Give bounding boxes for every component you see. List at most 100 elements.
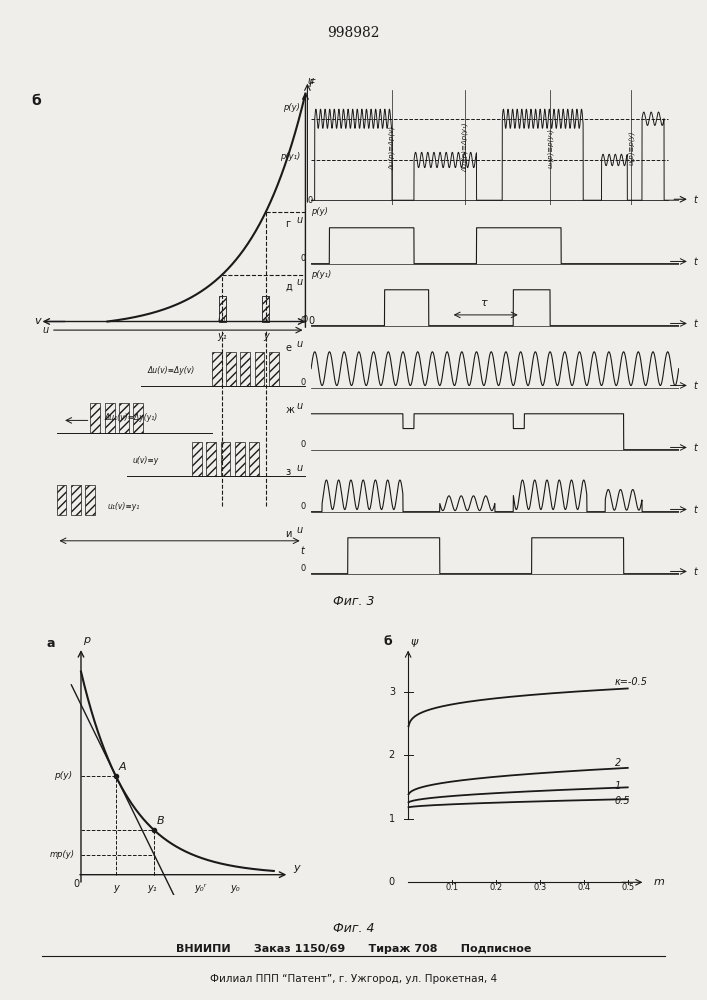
Text: 0: 0 [308,316,315,326]
Text: y₁: y₁ [148,883,157,893]
Text: 0.2: 0.2 [489,883,503,892]
Text: 2: 2 [614,758,621,768]
Text: τ: τ [481,298,487,308]
Text: u: u [296,525,303,535]
Bar [240,352,250,386]
Bar [71,485,81,515]
Text: κ=-0.5: κ=-0.5 [614,677,648,687]
Bar [249,442,259,476]
Text: б: б [384,635,392,648]
Text: p(y): p(y) [284,103,300,112]
Bar [206,442,216,476]
Text: Фиг. 3: Фиг. 3 [333,595,374,608]
Text: y: y [263,331,269,341]
Text: y₀: y₀ [230,883,240,893]
Text: t: t [694,319,697,329]
Bar [218,296,226,322]
Text: F: F [308,79,315,89]
Text: 1: 1 [614,781,621,791]
Bar [262,296,269,322]
Text: и: и [286,529,292,539]
Bar [57,485,66,515]
Text: 2: 2 [389,750,395,760]
Text: 3: 3 [389,687,395,697]
Text: 0: 0 [303,314,308,324]
Bar [133,403,143,433]
Bar [255,352,264,386]
Text: 0: 0 [389,877,395,887]
Text: u: u [296,215,303,225]
Text: u₁: u₁ [218,314,226,324]
Text: t: t [694,443,697,453]
Text: 0: 0 [300,440,305,449]
Text: 0: 0 [300,378,305,387]
Text: v: v [34,316,40,326]
Text: u: u [42,325,49,335]
Text: A: A [119,762,127,772]
Text: 0: 0 [74,879,79,889]
Text: Филиал ППП “Патент”, г. Ужгород, ул. Прокетная, 4: Филиал ППП “Патент”, г. Ужгород, ул. Про… [210,974,497,984]
Bar [90,403,100,433]
Text: u: u [296,401,303,411]
Text: 0: 0 [300,564,305,573]
Text: u: u [296,339,303,349]
Text: B: B [157,816,165,826]
Text: p(y): p(y) [54,771,72,780]
Text: y₁: y₁ [218,331,227,341]
Bar [235,442,245,476]
Text: а: а [46,637,54,650]
Text: p(y₁): p(y₁) [280,152,300,161]
Text: mp(y): mp(y) [50,850,75,859]
Text: u(v)≡y: u(v)≡y [133,456,159,465]
Text: y₀ʳ: y₀ʳ [194,883,206,893]
Text: t: t [694,505,697,515]
Text: 0: 0 [300,316,305,325]
Text: г: г [286,219,291,229]
Text: 0: 0 [300,502,305,511]
Text: д: д [286,281,292,291]
Text: t: t [694,195,697,205]
Text: 0.1: 0.1 [445,883,459,892]
Bar [226,352,236,386]
Text: ψ: ψ [410,637,418,647]
Text: Δu(p)≡Δp(v): Δu(p)≡Δp(v) [389,125,395,169]
Text: 0: 0 [308,196,312,205]
Text: Δu₁(v)≡Δy(y₁): Δu₁(v)≡Δy(y₁) [105,413,158,422]
Text: ж: ж [286,405,294,415]
Text: u: u [296,463,303,473]
Text: з: з [286,467,291,477]
Text: u: u [308,76,313,86]
Text: m: m [654,877,665,887]
Text: u: u [263,314,269,324]
Text: t: t [300,546,305,556]
Text: t: t [694,381,697,391]
Text: 0: 0 [300,254,305,263]
Bar [105,403,115,433]
Text: е: е [286,343,291,353]
Text: Δu(v)≡Δy(v): Δu(v)≡Δy(v) [147,366,194,375]
Bar [212,352,222,386]
Text: б: б [31,94,41,108]
Text: p(y₁): p(y₁) [311,270,332,279]
Text: u: u [296,277,303,287]
Text: ВНИИПИ      Заказ 1150/69      Тираж 708      Подписное: ВНИИПИ Заказ 1150/69 Тираж 708 Подписное [176,944,531,954]
Bar [221,442,230,476]
Text: u(p)≡p(y): u(p)≡p(y) [628,130,634,165]
Bar [119,403,129,433]
Text: y: y [113,883,119,893]
Bar [192,442,202,476]
Text: u₁(v)≡y₁: u₁(v)≡y₁ [107,502,140,511]
Text: t: t [694,567,697,577]
Text: p(y): p(y) [311,207,328,216]
Text: t: t [694,257,697,267]
Text: 0.5: 0.5 [621,883,634,892]
Text: 0.3: 0.3 [533,883,547,892]
Text: 998982: 998982 [327,26,380,40]
Text: 0.5: 0.5 [614,796,630,806]
Text: Фиг. 4: Фиг. 4 [333,922,374,935]
Bar [85,485,95,515]
Bar [269,352,279,386]
Text: u₁(p)≡p(y₁): u₁(p)≡p(y₁) [547,127,554,167]
Text: p: p [83,635,90,645]
Text: 0.4: 0.4 [577,883,590,892]
